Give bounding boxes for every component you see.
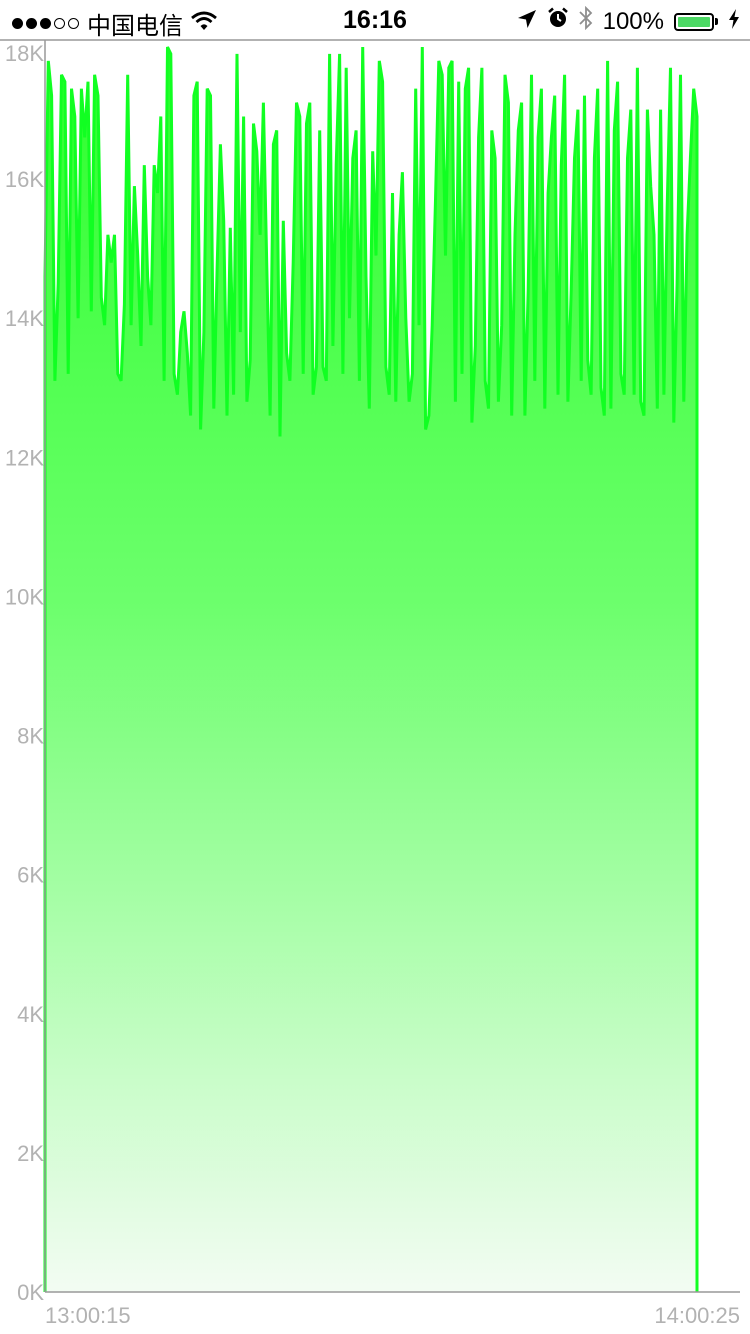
y-tick-label: 18K — [5, 41, 44, 66]
alarm-icon — [547, 7, 569, 36]
battery-percent: 100% — [602, 7, 664, 35]
y-tick-label: 8K — [17, 724, 44, 749]
y-tick-label: 14K — [5, 306, 44, 331]
status-bar: 中国电信 16:16 100% — [0, 0, 750, 40]
y-tick-label: 16K — [5, 167, 44, 192]
x-tick-label-start: 13:00:15 — [45, 1303, 131, 1328]
y-tick-label: 10K — [5, 584, 44, 609]
status-bar-right: 100% — [517, 5, 740, 37]
charging-bolt-icon — [728, 8, 740, 36]
location-arrow-icon — [517, 8, 537, 36]
y-tick-label: 2K — [17, 1141, 44, 1166]
carrier-name: 中国电信 — [87, 13, 183, 40]
battery-icon — [674, 12, 718, 31]
x-tick-label-end: 14:00:25 — [654, 1303, 740, 1328]
wifi-icon — [191, 10, 217, 38]
y-tick-label: 4K — [17, 1002, 44, 1027]
series-line — [43, 46, 699, 1292]
y-tick-label: 0K — [17, 1280, 44, 1305]
y-tick-labels: 0K 2K 4K 6K 8K 10K 12K 14K 16K 18K — [5, 41, 44, 1305]
y-tick-label: 12K — [5, 445, 44, 470]
y-tick-label: 6K — [17, 863, 44, 888]
bluetooth-icon — [578, 5, 593, 37]
status-bar-left: 中国电信 — [12, 6, 217, 41]
signal-dots-icon — [12, 18, 79, 29]
status-time: 16:16 — [343, 6, 407, 34]
